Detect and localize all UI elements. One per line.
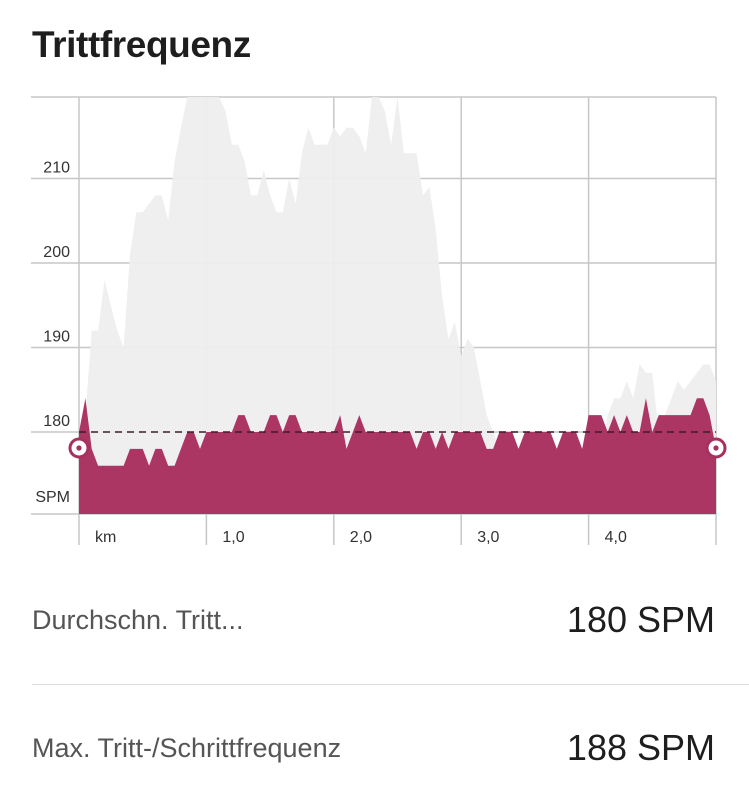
x-tick-label: 3,0 bbox=[477, 529, 499, 546]
max-cadence-label: Max. Tritt-/Schrittfrequenz bbox=[32, 732, 342, 763]
current-area bbox=[79, 398, 716, 514]
x-tick-label: 2,0 bbox=[350, 529, 372, 546]
x-tick-label: 4,0 bbox=[605, 529, 627, 546]
avg-cadence-row: Durchschn. Tritt... 180 SPM bbox=[32, 590, 715, 650]
current-series bbox=[68, 398, 727, 514]
max-cadence-row: Max. Tritt-/Schrittfrequenz 188 SPM bbox=[32, 718, 715, 778]
page-title: Trittfrequenz bbox=[32, 24, 251, 65]
y-unit-label: SPM bbox=[35, 489, 70, 506]
previous-area bbox=[79, 97, 716, 514]
x-tick-label: 1,0 bbox=[222, 529, 244, 546]
cadence-chart: 180 190 200 210 SPM km 1,0 2,0 3,0 4,0 bbox=[31, 96, 727, 547]
axis-labels: 180 190 200 210 SPM km 1,0 2,0 3,0 4,0 bbox=[35, 160, 627, 547]
max-cadence-value: 188 SPM bbox=[566, 727, 715, 768]
y-tick-label: 210 bbox=[43, 160, 70, 177]
y-tick-label: 190 bbox=[43, 329, 70, 346]
divider bbox=[32, 684, 749, 685]
x-tick-label: km bbox=[95, 529, 116, 546]
start-marker-dot bbox=[76, 445, 82, 451]
avg-cadence-label: Durchschn. Tritt... bbox=[32, 604, 244, 635]
previous-series bbox=[79, 97, 716, 514]
avg-cadence-value: 180 SPM bbox=[566, 599, 715, 640]
y-tick-label: 180 bbox=[43, 413, 70, 430]
end-marker-dot bbox=[713, 445, 719, 451]
y-tick-label: 200 bbox=[43, 244, 70, 261]
